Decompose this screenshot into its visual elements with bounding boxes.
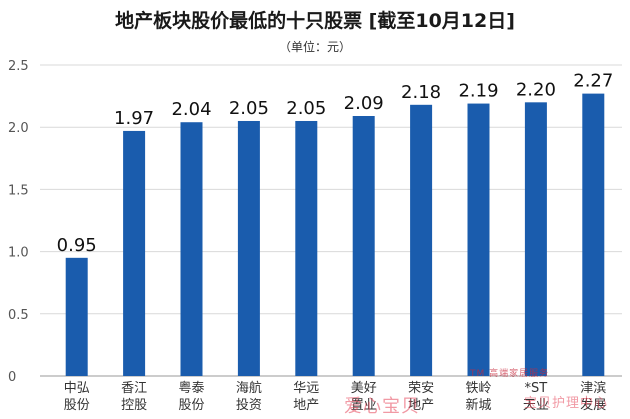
category-label: *ST [525,381,548,396]
category-label: 股份 [64,398,90,413]
data-label: 2.18 [401,82,441,103]
watermark-left: 爱心宝贝 [344,396,420,417]
category-label: 海航 [236,380,262,396]
data-label: 0.95 [57,235,97,256]
category-label: 美好 [351,381,377,396]
category-label: 控股 [121,398,147,413]
bar [352,116,375,376]
category-label: 地产 [293,398,319,413]
category-label: 置业 [351,398,377,413]
y-tick-label: 1.0 [8,246,29,261]
data-label: 2.04 [171,99,211,120]
bar [582,93,605,376]
data-label: 2.19 [458,81,498,102]
data-labels: 0.95 1.97 2.04 2.05 2.05 2.09 2.18 2.19 2.20 2.27 [57,71,614,256]
bar [123,130,146,376]
data-label: 1.97 [114,108,154,129]
category-label: 股份 [178,398,204,413]
bar [410,104,433,377]
chart-title: 地产板块股价最低的十只股票 [截至10月12日] [115,10,515,32]
y-tick-label: 0.5 [8,308,29,323]
category-label: 华远 [293,381,319,396]
data-label: 2.05 [229,98,269,119]
y-tick-label: 1.5 [8,183,29,198]
category-label: 新城 [465,397,491,413]
data-label: 2.05 [286,98,326,119]
category-label: 天业 [523,398,549,413]
bar [65,257,88,376]
y-tick-label: 0 [8,370,16,385]
category-label: 粤泰 [178,380,204,396]
bar [237,120,260,376]
data-label: 2.09 [344,93,384,114]
bars [65,93,605,377]
bar [524,102,547,376]
y-axis-ticks: 0 0.5 1.0 1.5 2.0 2.5 [8,59,29,385]
category-label: 发展 [580,397,606,413]
watermark-middle: TM 高端家居服务 [470,369,550,379]
category-label: 铁岭 [465,381,491,396]
y-tick-label: 2.5 [8,59,29,74]
category-label: 投资 [236,397,262,413]
category-label: 香江 [121,381,147,396]
category-label: 地产 [408,398,434,413]
data-label: 2.27 [573,71,613,92]
category-label: 荣安 [408,381,434,396]
watermark-right: 宝贝护理中心 [524,396,609,411]
bar [295,120,318,376]
bar [180,122,203,376]
chart-subtitle: （单位：元） [278,40,351,54]
bar [467,103,490,377]
data-label: 2.20 [516,79,556,100]
y-tick-label: 2.0 [8,121,29,136]
category-label: 津滨 [580,380,606,396]
category-label: 中弘 [64,381,90,396]
